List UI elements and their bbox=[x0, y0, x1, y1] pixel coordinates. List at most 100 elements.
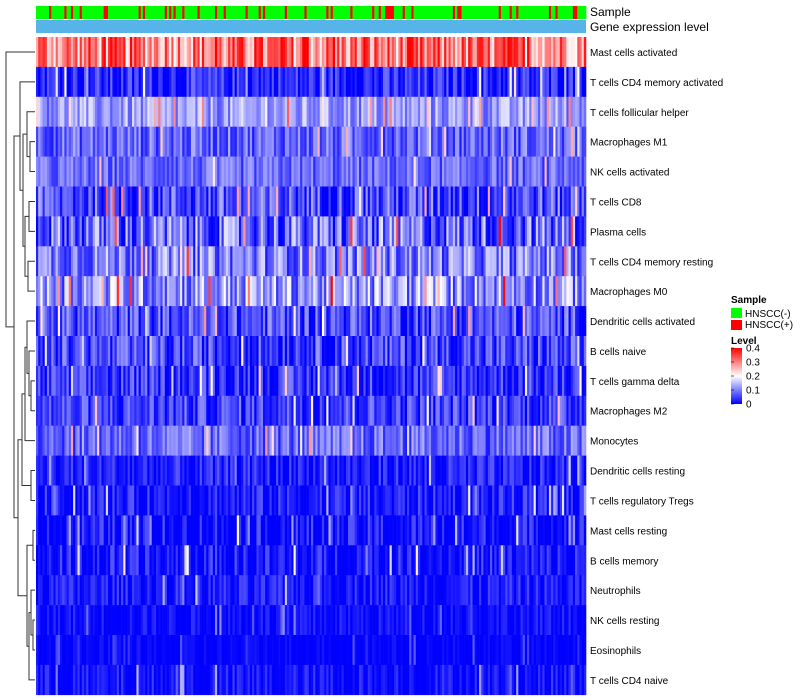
heatmap-cell bbox=[156, 276, 159, 307]
heatmap-cell bbox=[234, 365, 238, 397]
dendrogram-branch bbox=[27, 260, 35, 292]
heatmap-cell bbox=[500, 425, 504, 456]
heatmap-cell bbox=[271, 485, 275, 516]
heatmap-cell bbox=[559, 365, 563, 397]
heatmap-cell bbox=[557, 276, 561, 307]
heatmap-cell bbox=[46, 126, 50, 157]
heatmap-cell bbox=[422, 395, 425, 426]
heatmap-cell bbox=[164, 545, 168, 576]
heatmap-cell bbox=[507, 515, 510, 546]
heatmap-cell bbox=[156, 156, 159, 187]
heatmap-cell bbox=[173, 186, 176, 217]
heatmap-cell bbox=[332, 126, 336, 157]
heatmap-cell bbox=[60, 575, 63, 606]
heatmap-cell bbox=[328, 126, 331, 157]
heatmap-cell bbox=[105, 156, 109, 187]
heatmap-cell bbox=[243, 545, 246, 576]
heatmap-cell bbox=[507, 455, 510, 486]
heatmap-cell bbox=[164, 37, 168, 68]
heatmap-cell bbox=[378, 395, 382, 426]
heatmap-cell bbox=[108, 365, 111, 397]
heatmap-cell bbox=[564, 485, 567, 516]
heatmap-cell bbox=[492, 365, 495, 397]
heatmap-cell bbox=[468, 216, 471, 247]
sample-cell bbox=[62, 6, 65, 19]
heatmap-cell bbox=[341, 545, 345, 576]
heatmap-cell bbox=[509, 186, 513, 217]
heatmap-cell bbox=[455, 66, 458, 98]
heatmap-cell bbox=[335, 156, 338, 187]
heatmap-cell bbox=[321, 485, 325, 516]
heatmap-cell bbox=[166, 126, 170, 157]
heatmap-cell bbox=[88, 186, 91, 217]
heatmap-cell bbox=[413, 515, 417, 546]
heatmap-cell bbox=[271, 395, 275, 426]
heatmap-cell bbox=[140, 96, 144, 127]
heatmap-cell bbox=[446, 545, 449, 576]
heatmap-cell bbox=[184, 96, 187, 127]
heatmap-cell bbox=[516, 276, 519, 307]
heatmap-cell bbox=[348, 66, 351, 98]
heatmap-cell bbox=[411, 37, 414, 68]
heatmap-cell bbox=[57, 276, 61, 307]
heatmap-cell bbox=[513, 186, 517, 217]
heatmap-cell bbox=[391, 66, 395, 98]
heatmap-cell bbox=[317, 66, 321, 98]
heatmap-cell bbox=[365, 575, 369, 606]
heatmap-cell bbox=[70, 515, 74, 546]
heatmap-cell bbox=[378, 186, 382, 217]
heatmap-cell bbox=[313, 66, 316, 98]
heatmap-cell bbox=[90, 126, 94, 157]
heatmap-cell bbox=[302, 126, 305, 157]
heatmap-cell bbox=[84, 575, 87, 606]
heatmap-cell bbox=[177, 336, 181, 367]
heatmap-cell bbox=[214, 156, 218, 187]
heatmap-cell bbox=[319, 246, 323, 277]
heatmap-cell bbox=[57, 485, 61, 516]
heatmap-cell bbox=[537, 395, 541, 426]
heatmap-cell bbox=[557, 246, 561, 277]
heatmap-cell bbox=[75, 66, 78, 98]
heatmap-cell bbox=[354, 66, 358, 98]
heatmap-cell bbox=[300, 575, 303, 606]
heatmap-cell bbox=[260, 515, 264, 546]
heatmap-cell bbox=[116, 156, 120, 187]
heatmap-cell bbox=[284, 455, 288, 486]
heatmap-cell bbox=[461, 126, 465, 157]
heatmap-cell bbox=[138, 37, 142, 68]
heatmap-cell bbox=[404, 246, 408, 277]
heatmap-cell bbox=[265, 37, 268, 68]
sample-cell bbox=[116, 6, 120, 19]
heatmap-cell bbox=[138, 425, 142, 456]
heatmap-cell bbox=[372, 455, 375, 486]
heatmap-cell bbox=[337, 66, 340, 98]
heatmap-cell bbox=[487, 37, 491, 68]
heatmap-cell bbox=[284, 186, 288, 217]
heatmap-cell bbox=[206, 126, 209, 157]
heatmap-cell bbox=[118, 246, 122, 277]
heatmap-cell bbox=[256, 246, 259, 277]
heatmap-cell bbox=[356, 545, 360, 576]
heatmap-cell bbox=[169, 126, 172, 157]
heatmap-cell bbox=[94, 365, 98, 397]
heatmap-cell bbox=[49, 96, 52, 127]
heatmap-cell bbox=[94, 306, 98, 337]
heatmap-cell bbox=[343, 395, 347, 426]
heatmap-cell bbox=[79, 126, 83, 157]
heatmap-cell bbox=[341, 365, 345, 397]
heatmap-cell bbox=[84, 66, 87, 98]
heatmap-cell bbox=[376, 365, 379, 397]
heatmap-cell bbox=[476, 276, 480, 307]
heatmap-cell bbox=[204, 306, 207, 337]
heatmap-cell bbox=[343, 365, 347, 397]
heatmap-cell bbox=[435, 485, 438, 516]
heatmap-cell bbox=[241, 126, 244, 157]
heatmap-cell bbox=[363, 395, 366, 426]
heatmap-cell bbox=[424, 276, 427, 307]
heatmap-cell bbox=[252, 395, 255, 426]
heatmap-cell bbox=[448, 186, 451, 217]
heatmap-cell bbox=[75, 545, 78, 576]
heatmap-cell bbox=[524, 485, 528, 516]
heatmap-cell bbox=[127, 336, 131, 367]
heatmap-cell bbox=[570, 126, 574, 157]
